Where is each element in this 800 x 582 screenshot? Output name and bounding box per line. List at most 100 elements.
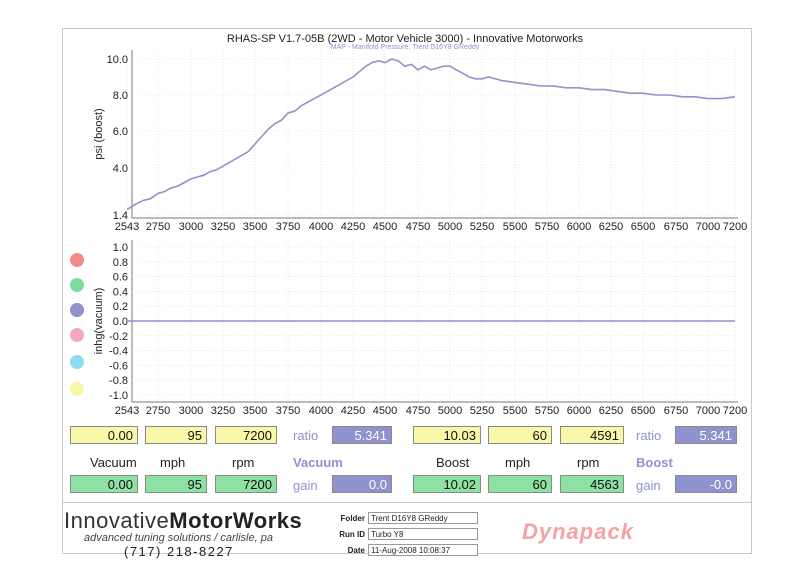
boost-mode-label: Boost (636, 455, 673, 470)
x-tick-label: 7200 (723, 221, 747, 233)
y-tick-label: 0.0 (113, 316, 128, 328)
x-tick-label: 3750 (276, 405, 300, 417)
x-tick-label: 4500 (373, 405, 397, 417)
y-tick-label: -0.6 (109, 360, 128, 372)
x-tick-label: 6000 (567, 405, 591, 417)
x-tick-label: 4000 (309, 405, 333, 417)
boost-value-top: 10.03 (413, 426, 481, 444)
dyno-sheet (62, 28, 752, 554)
x-tick-label: 4000 (309, 221, 333, 233)
x-tick-label: 6500 (631, 221, 655, 233)
ratio-label-left: ratio (293, 428, 319, 443)
date-value: 11-Aug-2008 10:08:37 (368, 544, 478, 556)
x-tick-label: 5750 (535, 221, 559, 233)
boost-chart: 2543 2750 3000 3250 3500 3750 4000 4250 4500 4750… (93, 33, 747, 233)
x-tick-label: 3250 (211, 405, 235, 417)
gain-value-right: -0.0 (675, 475, 737, 493)
y-tick-label: 10.0 (107, 54, 128, 66)
x-tick-label: 2750 (146, 405, 170, 417)
dynapack-brand-logo: Dynapack (522, 519, 634, 544)
gain-value-left: 0.0 (332, 475, 392, 493)
y-tick-label: 0.2 (113, 301, 128, 313)
y-tick-label: 1.0 (113, 242, 128, 254)
x-tick-label: 6250 (599, 221, 623, 233)
y-tick-label: 0.8 (113, 257, 128, 269)
logo-bold-text: MotorWorks (169, 508, 303, 533)
chart-subtitle: MAP - Manifold Pressure: Trent D16Y8 GRe… (331, 44, 480, 51)
ratio-value-right: 5.341 (675, 426, 737, 444)
x-tick-label: 3500 (243, 405, 267, 417)
x-tick-label: 6000 (567, 221, 591, 233)
vacuum-mode-label: Vacuum (293, 455, 343, 470)
y-tick-label: 6.0 (113, 126, 128, 138)
rpm-label-right: rpm (577, 455, 600, 470)
footer-divider (62, 502, 752, 503)
vacuum-chart: 2543 2750 3000 3250 3500 3750 4000 4250 4500 4750… (93, 240, 747, 417)
x-tick-label: 4250 (341, 405, 365, 417)
x-tick-label: 3000 (179, 405, 203, 417)
x-tick-label: 4750 (406, 405, 430, 417)
vacuum-value-top: 0.00 (70, 426, 138, 444)
y-tick-label: 0.4 (113, 286, 128, 298)
gain-label-right: gain (636, 478, 661, 493)
rpm-value-bottom-right: 4563 (560, 475, 624, 493)
x-tick-label: 6750 (664, 221, 688, 233)
run-id-label: Run ID (339, 530, 365, 539)
x-tick-label: 7200 (723, 405, 747, 417)
boost-series-line (126, 58, 736, 211)
folder-value: Trent D16Y8 GReddy (368, 512, 478, 524)
x-tick-label: 3500 (243, 221, 267, 233)
x-tick-label: 5000 (438, 405, 462, 417)
x-tick-label: 4250 (341, 221, 365, 233)
legend-dot (70, 382, 84, 396)
x-tick-label: 5750 (535, 405, 559, 417)
rpm-value-bottom-left: 7200 (215, 475, 277, 493)
y-tick-label: 0.6 (113, 272, 128, 284)
mph-value-bottom-left: 95 (145, 475, 207, 493)
y-tick-label: 8.0 (113, 90, 128, 102)
x-tick-label: 5500 (503, 405, 527, 417)
logo-tagline: advanced tuning solutions / carlisle, pa (84, 532, 273, 544)
folder-label: Folder (340, 514, 365, 523)
x-tick-label: 2543 (115, 405, 139, 417)
x-tick-label: 3750 (276, 221, 300, 233)
legend-dot (70, 253, 84, 267)
x-tick-label: 5250 (470, 405, 494, 417)
chart-title: RHAS-SP V1.7-05B (2WD - Motor Vehicle 30… (227, 33, 584, 45)
logo-regular-text: Innovative (64, 508, 170, 533)
y-tick-label: -0.4 (109, 346, 128, 358)
x-tick-label: 3000 (179, 221, 203, 233)
mph-value-top-right: 60 (488, 426, 552, 444)
legend-dot (70, 303, 84, 317)
x-tick-label: 4750 (406, 221, 430, 233)
x-tick-label: 7000 (696, 221, 720, 233)
rpm-value-top-right: 4591 (560, 426, 624, 444)
rpm-label-left: rpm (232, 455, 255, 470)
x-tick-label: 6750 (664, 405, 688, 417)
x-tick-label: 4500 (373, 221, 397, 233)
x-tick-label: 5250 (470, 221, 494, 233)
x-tick-label: 6500 (631, 405, 655, 417)
mph-value-bottom-right: 60 (488, 475, 552, 493)
x-tick-label: 2543 (115, 221, 139, 233)
legend-dot (70, 328, 84, 342)
gain-label-left: gain (293, 478, 318, 493)
x-tick-label: 3250 (211, 221, 235, 233)
y-tick-label: -0.8 (109, 375, 128, 387)
rpm-value-top-left: 7200 (215, 426, 277, 444)
x-tick-label: 7000 (696, 405, 720, 417)
legend-dot (70, 355, 84, 369)
company-logo: InnovativeMotorWorks advanced tuning sol… (64, 508, 302, 559)
y-tick-label: -1.0 (109, 390, 128, 402)
legend-dot (70, 278, 84, 292)
ratio-label-right: ratio (636, 428, 662, 443)
x-tick-label: 5500 (503, 221, 527, 233)
ratio-value-left: 5.341 (332, 426, 392, 444)
y-axis-label: psi (boost) (93, 108, 105, 159)
mph-value-top-left: 95 (145, 426, 207, 444)
x-tick-label: 5000 (438, 221, 462, 233)
y-axis-label: inhg(vacuum) (93, 288, 105, 355)
boost-label: Boost (436, 455, 470, 470)
mph-label-left: mph (160, 455, 186, 470)
y-tick-label: -0.2 (109, 331, 128, 343)
